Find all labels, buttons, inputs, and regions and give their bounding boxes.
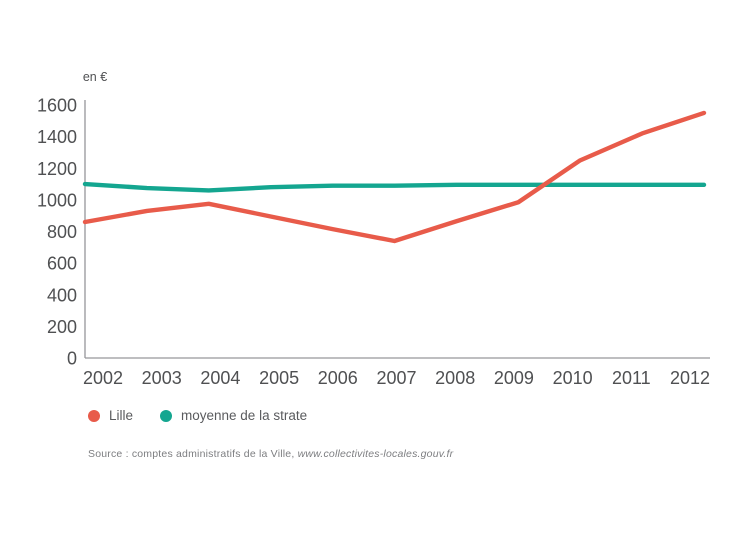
y-tick-label: 1400 bbox=[37, 127, 77, 147]
source-note: Source : comptes administratifs de la Vi… bbox=[88, 448, 453, 460]
x-axis-year-label: 2009 bbox=[494, 368, 534, 388]
moyenne-series-swatch bbox=[160, 409, 173, 422]
x-axis-year-label: 2004 bbox=[200, 368, 240, 388]
x-axis-year-label: 2008 bbox=[435, 368, 475, 388]
y-tick-label: 200 bbox=[47, 317, 77, 337]
x-axis-year-label: 2002 bbox=[83, 368, 123, 388]
chart-legend: Lille moyenne de la strate bbox=[88, 408, 307, 423]
y-axis-unit-label: en € bbox=[82, 70, 108, 84]
x-axis-year-label: 2005 bbox=[259, 368, 299, 388]
y-tick-label: 600 bbox=[47, 254, 77, 274]
y-tick-label: 400 bbox=[47, 285, 77, 305]
y-tick-label: 1600 bbox=[37, 96, 77, 116]
legend-item-lille: Lille bbox=[88, 408, 133, 423]
lille-series-label: Lille bbox=[109, 408, 134, 423]
moyenne-series-label: moyenne de la strate bbox=[181, 408, 308, 423]
x-axis-year-label: 2012 bbox=[670, 368, 710, 388]
x-axis-year-label: 2011 bbox=[612, 368, 651, 388]
lille-series-swatch bbox=[88, 409, 100, 422]
x-axis-year-label: 2010 bbox=[553, 368, 593, 388]
series-line-lille bbox=[82, 110, 707, 244]
x-axis-year-label: 2003 bbox=[142, 368, 182, 388]
source-text: Source : comptes administratifs de la Vi… bbox=[88, 448, 298, 460]
y-tick-label: 1200 bbox=[37, 159, 77, 179]
legend-item-moyenne: moyenne de la strate bbox=[160, 408, 307, 423]
source-link: www.collectivites-locales.gouv.fr bbox=[297, 448, 454, 460]
x-axis-year-label: 2006 bbox=[318, 368, 358, 388]
series-line-moyenne-de-la-strate bbox=[82, 181, 707, 193]
y-tick-label: 1000 bbox=[37, 190, 77, 210]
x-axis-year-label: 2007 bbox=[376, 368, 416, 388]
y-tick-label: 800 bbox=[47, 222, 77, 242]
y-tick-label: 0 bbox=[67, 349, 77, 369]
